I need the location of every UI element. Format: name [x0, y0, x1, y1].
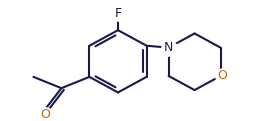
Text: F: F [115, 7, 121, 20]
Text: O: O [217, 69, 227, 82]
Text: O: O [41, 108, 50, 121]
Text: N: N [164, 41, 173, 54]
